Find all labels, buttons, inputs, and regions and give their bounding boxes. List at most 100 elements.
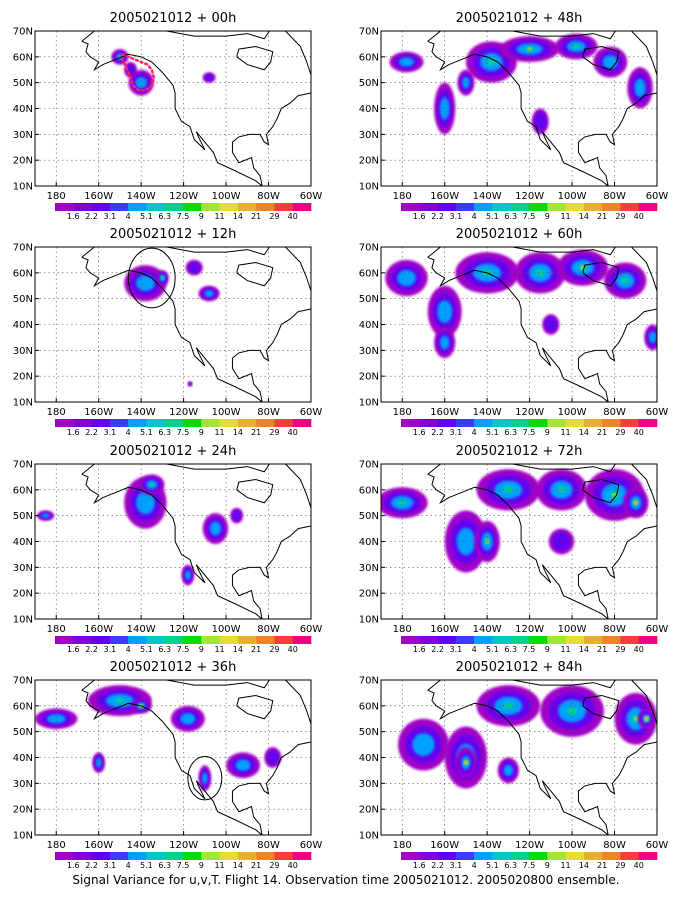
lon-tick-label: 140W xyxy=(127,840,156,851)
panel-title: 2005021012 + 72h xyxy=(456,444,583,459)
colorbar-label: 29 xyxy=(269,428,279,437)
coastline xyxy=(582,261,620,287)
panel-title: 2005021012 + 00h xyxy=(110,11,237,26)
coastline xyxy=(290,16,349,57)
colorbar-label: 4 xyxy=(126,645,131,654)
colorbar-label: 29 xyxy=(269,212,279,221)
colorbar-segment xyxy=(164,636,184,644)
colorbar-segment xyxy=(510,203,530,211)
colorbar-segment xyxy=(492,419,512,427)
colorbar-segment xyxy=(183,852,202,860)
lon-tick-label: 140W xyxy=(473,624,502,635)
colorbar-segment xyxy=(91,636,111,644)
colorbar-segment xyxy=(565,852,585,860)
lat-tick-label: 60N xyxy=(359,52,379,63)
lat-tick-label: 20N xyxy=(359,156,379,167)
lon-tick-label: 80W xyxy=(257,624,280,635)
colorbar-label: 11 xyxy=(560,428,570,437)
colorbar-segment xyxy=(164,419,184,427)
colorbar-segment xyxy=(620,203,640,211)
colorbar-segment xyxy=(565,419,585,427)
lon-tick-label: 120W xyxy=(169,840,198,851)
colorbar-segment xyxy=(256,852,275,860)
colorbar-segment xyxy=(256,203,275,211)
colorbar-segment xyxy=(602,203,621,211)
lon-tick-label: 120W xyxy=(515,407,544,418)
lon-tick-label: 180 xyxy=(47,624,66,635)
colorbar-segment xyxy=(510,419,530,427)
colorbar-segment xyxy=(401,203,420,211)
colorbar-label: 40 xyxy=(288,645,298,654)
colorbar-segment xyxy=(237,852,257,860)
lon-tick-label: 100W xyxy=(212,840,241,851)
colorbar-segment xyxy=(274,636,294,644)
colorbar-segment xyxy=(529,852,548,860)
map-panel: 2005021012 + 12h 10N 20N 30N 40N 50N 60N 70N 180… xyxy=(13,227,323,437)
variance-contour xyxy=(95,758,102,768)
lat-tick-label: 40N xyxy=(13,537,33,548)
colorbar-label: 5.1 xyxy=(140,645,153,654)
colorbar-segment xyxy=(455,852,475,860)
coastline xyxy=(236,261,274,287)
lon-tick-label: 100W xyxy=(558,840,587,851)
lat-tick-label: 20N xyxy=(13,156,33,167)
colorbar-segment xyxy=(401,636,420,644)
colorbar-label: 1.6 xyxy=(67,861,80,870)
colorbar-segment xyxy=(547,203,566,211)
coastline xyxy=(290,449,349,490)
lat-tick-label: 60N xyxy=(13,485,33,496)
colorbar-segment xyxy=(620,419,640,427)
colorbar-segment xyxy=(437,636,457,644)
colorbar-segment xyxy=(510,636,530,644)
lat-tick-label: 10N xyxy=(359,615,379,626)
colorbar-label: 6.3 xyxy=(504,645,517,654)
colorbar-label: 4 xyxy=(126,212,131,221)
colorbar-segment xyxy=(529,203,548,211)
colorbar-label: 40 xyxy=(634,428,644,437)
lat-tick-label: 40N xyxy=(359,537,379,548)
lon-tick-label: 160W xyxy=(84,840,113,851)
lon-tick-label: 180 xyxy=(47,407,66,418)
coastline xyxy=(81,680,311,835)
colorbar-segment xyxy=(256,636,275,644)
lon-tick-label: 120W xyxy=(515,840,544,851)
colorbar-segment xyxy=(474,419,493,427)
colorbar-segment xyxy=(583,636,603,644)
colorbar-segment xyxy=(128,852,147,860)
colorbar-label: 6.3 xyxy=(158,428,171,437)
colorbar-segment xyxy=(201,203,220,211)
colorbar-label: 21 xyxy=(597,212,607,221)
lat-tick-label: 10N xyxy=(13,182,33,193)
lon-tick-label: 180 xyxy=(393,624,412,635)
colorbar-segment xyxy=(455,419,475,427)
colorbar-label: 5.1 xyxy=(140,212,153,221)
coastline xyxy=(582,694,620,720)
colorbar-label: 5.1 xyxy=(486,212,499,221)
coastline xyxy=(427,247,657,402)
colorbar-label: 7.5 xyxy=(523,645,536,654)
variance-contour xyxy=(46,714,66,724)
colorbar-label: 2.2 xyxy=(431,428,444,437)
colorbar-segment xyxy=(437,203,457,211)
panel-title: 2005021012 + 36h xyxy=(110,660,237,675)
variance-contour xyxy=(412,733,435,756)
colorbar-label: 1.6 xyxy=(67,645,80,654)
colorbar-label: 1.6 xyxy=(413,645,426,654)
colorbar-segment xyxy=(547,852,566,860)
lon-tick-label: 100W xyxy=(212,191,241,202)
variance-contour xyxy=(462,76,470,89)
colorbar-label: 7.5 xyxy=(523,212,536,221)
colorbar-segment xyxy=(620,852,640,860)
colorbar-label: 3.1 xyxy=(449,212,462,221)
colorbar-label: 7.5 xyxy=(177,861,190,870)
colorbar-label: 6.3 xyxy=(504,428,517,437)
colorbar-segment xyxy=(146,636,166,644)
colorbar-label: 21 xyxy=(251,212,261,221)
colorbar-segment xyxy=(55,203,74,211)
colorbar-segment xyxy=(620,636,640,644)
lon-tick-label: 160W xyxy=(430,407,459,418)
variance-contour xyxy=(503,764,514,777)
colorbar-label: 3.1 xyxy=(103,645,116,654)
lat-tick-label: 70N xyxy=(13,460,33,471)
colorbar-label: 14 xyxy=(233,645,243,654)
